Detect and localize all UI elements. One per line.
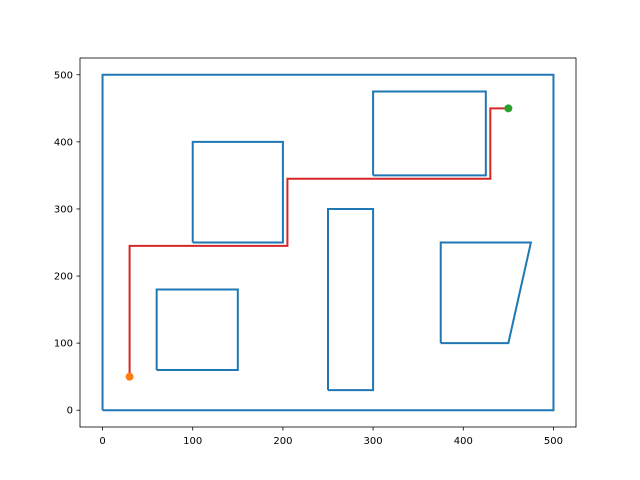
x-tick-label: 0 — [99, 436, 105, 447]
x-tick-label: 400 — [454, 436, 473, 447]
y-tick-label: 500 — [54, 70, 73, 81]
polyline — [101, 73, 555, 412]
y-tick-label: 400 — [54, 137, 73, 148]
marker — [125, 372, 134, 381]
y-tick-label: 0 — [67, 406, 73, 417]
x-tick-label: 300 — [364, 436, 383, 447]
polyline — [327, 207, 375, 392]
x-tick-label: 100 — [183, 436, 202, 447]
polyline — [128, 107, 509, 377]
polyline — [155, 288, 239, 371]
polyline — [372, 90, 487, 177]
y-tick-label: 100 — [54, 339, 73, 350]
x-tick-label: 500 — [544, 436, 563, 447]
x-tick-label: 200 — [273, 436, 292, 447]
marker — [504, 104, 513, 113]
axes-frame — [79, 57, 577, 428]
y-tick-label: 300 — [54, 204, 73, 215]
polyline — [191, 140, 284, 244]
polyline — [439, 241, 533, 345]
y-tick-label: 200 — [54, 272, 73, 283]
